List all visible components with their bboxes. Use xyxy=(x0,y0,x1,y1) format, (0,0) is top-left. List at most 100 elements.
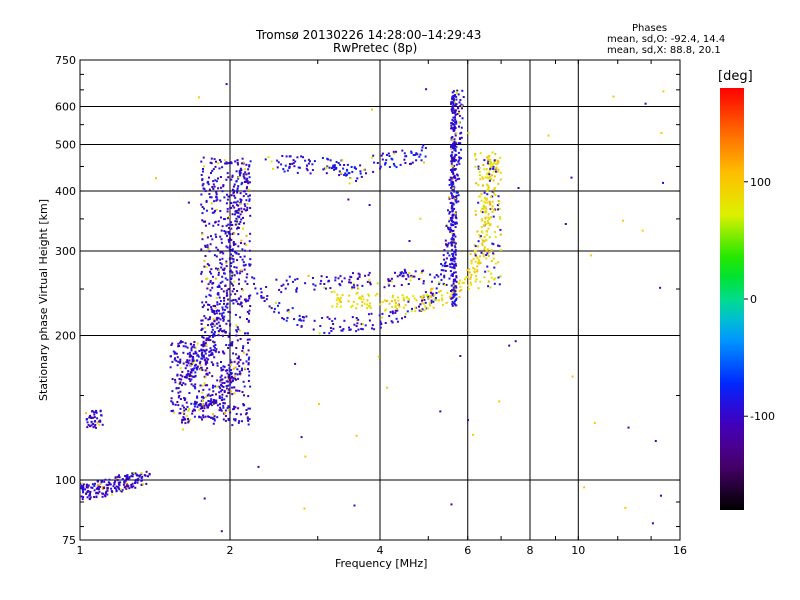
chart-title-line1: Tromsø 20130226 14:28:00–14:29:43 xyxy=(256,28,482,42)
data-point xyxy=(232,242,235,245)
data-point xyxy=(232,284,235,287)
data-point xyxy=(189,342,192,345)
data-point xyxy=(390,320,393,323)
data-point xyxy=(235,330,238,333)
data-point xyxy=(451,118,454,121)
data-point xyxy=(226,198,229,201)
data-point xyxy=(115,488,118,491)
data-point xyxy=(221,275,224,278)
y-tick-label: 100 xyxy=(55,474,76,487)
data-point xyxy=(306,164,308,167)
data-point xyxy=(347,300,350,303)
data-point xyxy=(494,153,497,155)
data-point xyxy=(312,283,315,286)
data-point xyxy=(216,248,219,251)
data-point xyxy=(234,223,237,226)
data-point xyxy=(369,283,372,286)
data-point xyxy=(376,282,379,285)
data-point xyxy=(482,240,485,243)
data-point xyxy=(133,472,135,474)
data-point xyxy=(246,332,249,335)
data-point xyxy=(451,296,454,299)
data-point xyxy=(116,475,119,478)
data-point xyxy=(189,374,192,377)
data-point xyxy=(243,268,246,271)
data-point xyxy=(483,224,485,227)
data-point xyxy=(410,162,413,165)
data-point xyxy=(355,317,358,319)
data-point xyxy=(216,301,219,304)
data-point xyxy=(449,270,452,273)
data-point xyxy=(455,221,458,224)
data-point xyxy=(119,481,122,484)
data-point xyxy=(236,159,239,162)
data-point xyxy=(300,155,303,158)
data-point xyxy=(453,265,456,267)
data-point xyxy=(347,172,350,175)
data-point xyxy=(218,395,221,398)
data-point xyxy=(245,163,248,166)
data-point xyxy=(225,161,228,164)
data-point xyxy=(217,223,220,226)
data-point xyxy=(202,396,205,399)
data-point xyxy=(239,171,242,174)
data-point xyxy=(488,251,491,254)
data-point xyxy=(212,422,215,425)
data-point xyxy=(209,270,211,273)
data-point xyxy=(228,383,231,386)
data-point xyxy=(450,156,453,159)
data-point xyxy=(229,269,232,272)
data-point xyxy=(85,486,88,489)
data-point xyxy=(452,116,455,119)
data-point xyxy=(452,123,454,125)
data-point xyxy=(171,390,174,393)
data-point xyxy=(314,284,317,287)
data-point xyxy=(216,379,219,382)
data-point xyxy=(444,239,447,242)
data-point xyxy=(486,248,489,251)
data-point xyxy=(457,106,459,109)
data-point xyxy=(205,266,208,268)
data-point xyxy=(230,277,233,280)
data-point xyxy=(179,390,182,393)
data-point xyxy=(239,213,242,216)
data-point xyxy=(487,185,490,188)
data-point xyxy=(346,163,349,166)
data-point xyxy=(228,369,231,372)
data-point xyxy=(406,296,408,299)
y-axis-label: Stationary phase Virtual Height [km] xyxy=(37,198,50,402)
data-point xyxy=(211,238,214,241)
data-point xyxy=(453,303,456,306)
data-point xyxy=(141,479,143,482)
data-point xyxy=(237,302,239,305)
data-point xyxy=(235,252,238,255)
data-point xyxy=(383,299,386,302)
data-point xyxy=(494,262,497,265)
data-point xyxy=(455,201,458,204)
data-point xyxy=(211,211,214,214)
data-point xyxy=(110,490,113,492)
data-point xyxy=(367,274,370,277)
data-point xyxy=(486,188,489,191)
data-point xyxy=(445,301,448,304)
data-point xyxy=(493,209,496,212)
data-point xyxy=(294,160,297,163)
data-point xyxy=(453,300,456,303)
data-point xyxy=(410,150,413,153)
data-point xyxy=(226,380,229,383)
data-point xyxy=(223,412,226,415)
data-point xyxy=(235,270,238,273)
data-point xyxy=(237,215,240,218)
data-point xyxy=(277,311,280,314)
data-point xyxy=(460,131,463,134)
data-point xyxy=(231,224,234,226)
data-point xyxy=(205,337,208,340)
data-point xyxy=(472,257,475,260)
data-point xyxy=(496,159,499,162)
data-point xyxy=(215,255,218,258)
data-point xyxy=(93,416,96,419)
data-point xyxy=(213,312,216,315)
data-point xyxy=(454,249,457,252)
data-point xyxy=(487,177,490,180)
data-point xyxy=(230,344,233,347)
